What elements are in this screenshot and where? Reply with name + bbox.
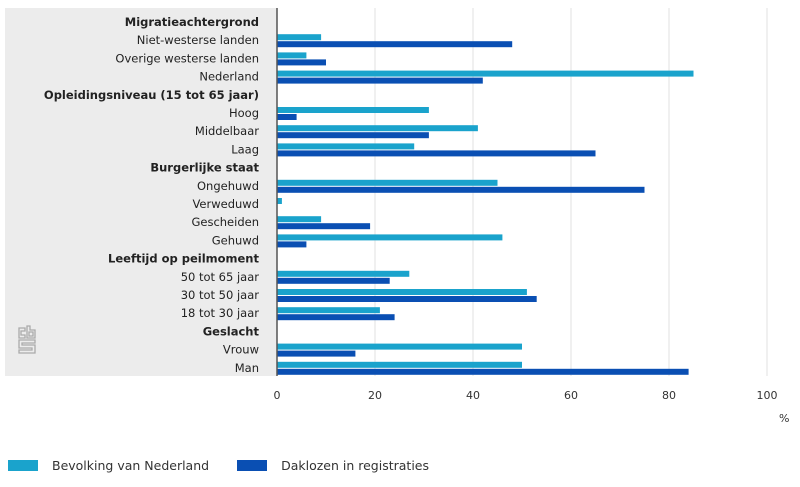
legend: Bevolking van Nederland Daklozen in regi…	[8, 458, 457, 473]
x-tick-label: 20	[368, 389, 382, 402]
bar-bevolking	[277, 216, 322, 223]
x-axis-unit: %	[779, 412, 789, 425]
category-label: Middelbaar	[195, 124, 259, 138]
bar-bevolking	[277, 343, 522, 350]
legend-swatch	[237, 460, 268, 471]
group-header: Burgerlijke staat	[150, 161, 259, 175]
label-panel	[5, 8, 277, 376]
bar-daklozen	[277, 186, 645, 193]
group-header: Opleidingsniveau (15 tot 65 jaar)	[44, 88, 259, 102]
category-label: Hoog	[229, 106, 259, 120]
bar-daklozen	[277, 114, 297, 120]
bar-bevolking	[277, 289, 527, 295]
category-label: Laag	[231, 142, 259, 156]
bar-bevolking	[277, 70, 694, 77]
x-tick-label: 0	[274, 389, 281, 402]
bar-daklozen	[277, 368, 689, 375]
cbs-logo	[18, 325, 36, 354]
category-label: Ongehuwd	[197, 179, 259, 193]
bar-daklozen	[277, 296, 537, 302]
category-label: Gescheiden	[191, 215, 259, 229]
bar-bevolking	[277, 307, 380, 314]
group-header: Leeftijd op peilmoment	[108, 252, 259, 266]
bar-bevolking	[277, 198, 282, 204]
category-label: Verweduwd	[192, 197, 259, 211]
category-label: Niet-westerse landen	[137, 33, 259, 47]
x-tick-label: 100	[757, 389, 778, 402]
legend-label: Daklozen in registraties	[281, 458, 429, 473]
legend-item-bevolking[interactable]: Bevolking van Nederland	[8, 458, 209, 473]
bar-daklozen	[277, 241, 307, 248]
bar-daklozen	[277, 314, 395, 321]
bar-daklozen	[277, 41, 513, 48]
group-header: Geslacht	[203, 324, 260, 338]
bar-daklozen	[277, 277, 390, 284]
bar-bevolking	[277, 179, 498, 186]
category-label: 30 tot 50 jaar	[181, 288, 260, 302]
category-label: 50 tot 65 jaar	[181, 270, 260, 284]
bar-daklozen	[277, 223, 371, 230]
category-label: Gehuwd	[212, 233, 259, 247]
category-label: Overige westerse landen	[115, 51, 259, 65]
legend-swatch	[8, 460, 38, 471]
category-label: 18 tot 30 jaar	[181, 306, 260, 320]
bar-bevolking	[277, 361, 522, 368]
bar-bevolking	[277, 234, 503, 241]
category-label: Nederland	[199, 70, 259, 84]
bar-daklozen	[277, 77, 483, 84]
bar-bevolking	[277, 270, 410, 277]
x-tick-label: 80	[662, 389, 676, 402]
bar-bevolking	[277, 107, 429, 113]
bar-bevolking	[277, 125, 478, 132]
x-tick-label: 60	[564, 389, 578, 402]
category-label: Man	[235, 361, 259, 375]
bar-bevolking	[277, 34, 322, 41]
bar-bevolking	[277, 143, 415, 150]
x-tick-label: 40	[466, 389, 480, 402]
category-label: Vrouw	[223, 343, 259, 357]
bar-daklozen	[277, 150, 596, 157]
bar-daklozen	[277, 132, 429, 139]
group-header: Migratieachtergrond	[125, 15, 259, 29]
bar-bevolking	[277, 52, 307, 59]
bar-daklozen	[277, 350, 356, 357]
bar-daklozen	[277, 59, 326, 66]
legend-label: Bevolking van Nederland	[52, 458, 210, 473]
legend-item-daklozen[interactable]: Daklozen in registraties	[237, 458, 429, 473]
